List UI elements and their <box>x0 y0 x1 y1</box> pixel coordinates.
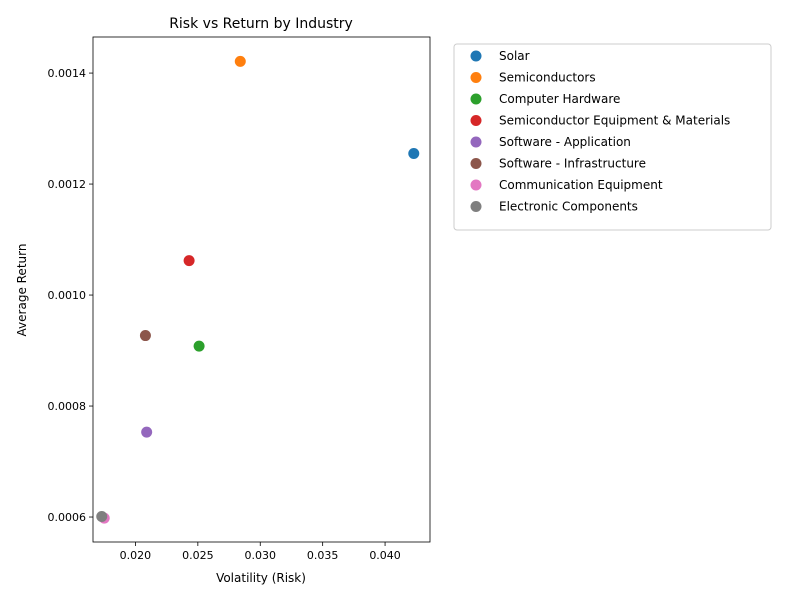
x-tick-label: 0.030 <box>245 549 277 562</box>
legend-label: Semiconductor Equipment & Materials <box>499 114 730 128</box>
point-semiconductor-equipment-materials <box>183 255 195 267</box>
y-tick-label: 0.0008 <box>48 400 87 413</box>
y-axis-label: Average Return <box>15 244 29 337</box>
plot-frame <box>92 36 431 543</box>
legend-label: Semiconductors <box>499 71 596 85</box>
point-computer-hardware <box>193 340 205 352</box>
chart-title: Risk vs Return by Industry <box>169 16 353 32</box>
legend-label: Software - Infrastructure <box>499 157 646 171</box>
legend-marker <box>470 179 482 191</box>
y-tick-label: 0.0014 <box>48 67 87 80</box>
x-axis-label: Volatility (Risk) <box>216 571 306 585</box>
legend-label: Solar <box>499 49 530 63</box>
legend-label: Electronic Components <box>499 200 638 214</box>
point-software-application <box>141 426 153 438</box>
point-solar <box>408 148 420 160</box>
x-tick-label: 0.035 <box>307 549 339 562</box>
legend: Solar Semiconductors Computer Hardware Semi… <box>453 43 772 231</box>
legend-label: Software - Application <box>499 135 631 149</box>
legend-label: Communication Equipment <box>499 178 663 192</box>
legend-label: Computer Hardware <box>499 92 620 106</box>
x-tick-label: 0.025 <box>182 549 214 562</box>
legend-marker <box>470 93 482 105</box>
y-tick-label: 0.0012 <box>48 178 87 191</box>
y-tick-label: 0.0010 <box>48 289 87 302</box>
legend-marker <box>470 50 482 62</box>
legend-box <box>453 43 772 231</box>
x-tick-label: 0.040 <box>369 549 401 562</box>
point-semiconductors <box>234 55 246 67</box>
legend-marker <box>470 158 482 169</box>
x-tick-label: 0.020 <box>120 549 152 562</box>
legend-marker <box>470 72 482 83</box>
plot-area: 0.020 0.025 0.030 0.035 0.040 0.0006 0.0008 0.0… <box>48 36 431 562</box>
legend-marker <box>470 115 482 126</box>
y-tick-label: 0.0006 <box>48 511 87 524</box>
point-electronic-components <box>96 510 108 522</box>
legend-marker <box>470 201 482 212</box>
point-software-infrastructure <box>139 330 151 342</box>
legend-marker <box>470 136 482 148</box>
